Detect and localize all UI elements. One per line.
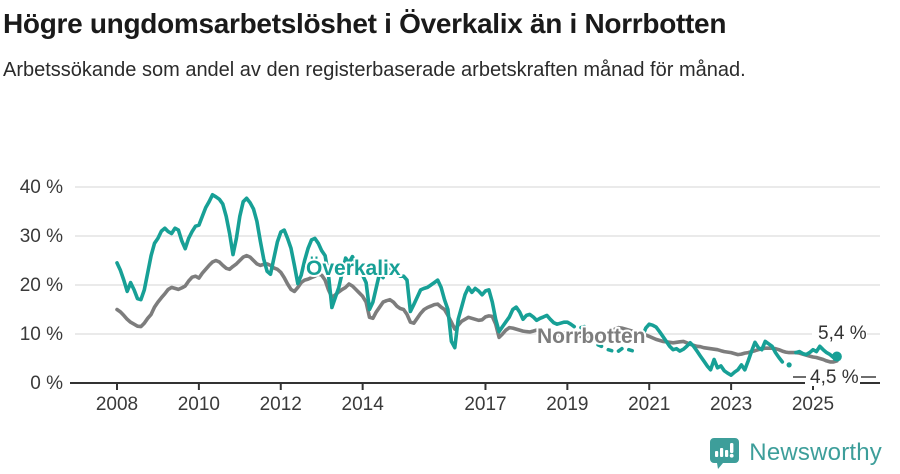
series-end-dot (831, 351, 842, 362)
end-value-label-overkalix: 5,4 % (818, 323, 867, 344)
x-tick-label: 2021 (628, 394, 670, 415)
y-tick-label: 10 % (20, 324, 63, 345)
end-label-bg (812, 322, 867, 342)
newsworthy-logo: Newsworthy (709, 436, 882, 469)
x-tick-label: 2017 (464, 394, 506, 415)
data-line (640, 322, 785, 377)
end-value-label-norrbotten: 4,5 % (810, 367, 859, 388)
newsworthy-wordmark: Newsworthy (749, 438, 882, 466)
y-tick-label: 20 % (20, 275, 63, 296)
overkalix-series (115, 193, 842, 377)
x-tick-label: 2012 (260, 394, 302, 415)
y-tick-label: 0 % (30, 373, 63, 394)
x-tick-label: 2025 (792, 394, 834, 415)
y-tick-label: 40 % (20, 177, 63, 198)
chart-header: Högre ungdomsarbetslöshet i Överkalix än… (3, 0, 883, 85)
x-tick-label: 2019 (546, 394, 588, 415)
data-line (794, 344, 839, 360)
end-label-bg (805, 368, 860, 386)
x-tick-label: 2010 (178, 394, 220, 415)
data-line (627, 347, 634, 353)
x-tick-label: 2023 (710, 394, 752, 415)
series-label-norrbotten: Norrbotten (537, 325, 646, 348)
data-line (579, 324, 587, 330)
isolated-point (786, 362, 792, 368)
data-line (115, 253, 839, 364)
norrbotten-series (115, 253, 839, 364)
data-line (115, 193, 576, 350)
data-line (606, 347, 614, 353)
x-tick-label: 2014 (342, 394, 385, 415)
x-tick-label: 2008 (96, 394, 138, 415)
y-tick-label: 30 % (20, 226, 63, 247)
page-title: Högre ungdomsarbetslöshet i Överkalix än… (3, 8, 727, 39)
data-line (616, 346, 624, 353)
data-line (596, 343, 604, 349)
series-label-overkalix: Överkalix (306, 257, 401, 280)
chart-subtitle: Arbetssökande som andel av den registerb… (3, 59, 746, 82)
newsworthy-chart-bubble-icon (710, 438, 740, 469)
